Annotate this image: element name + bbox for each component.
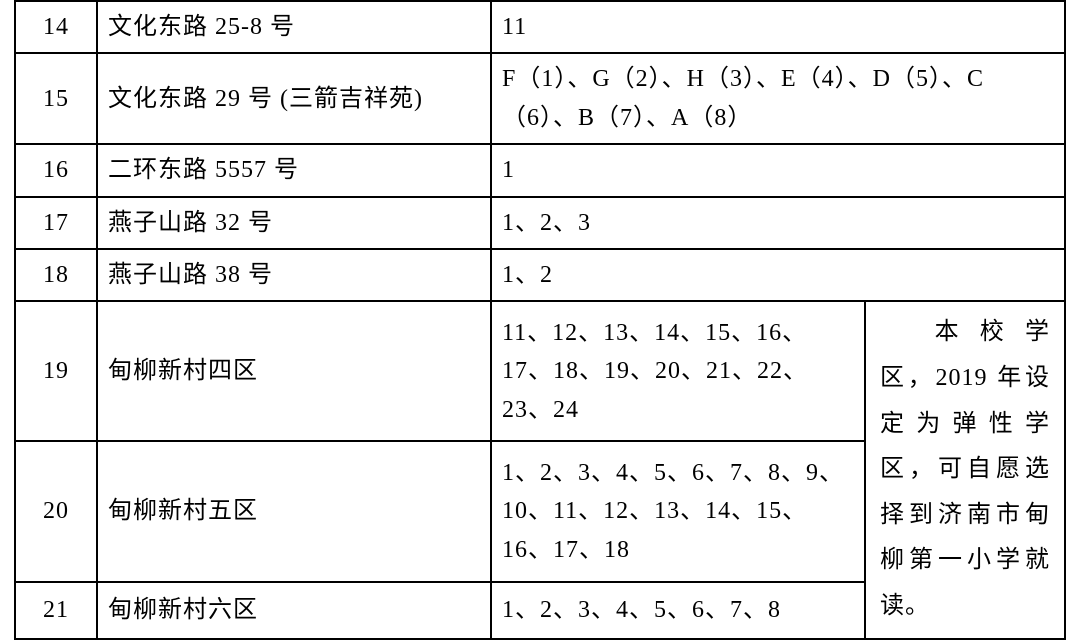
note-text: 本 校 学区，2019 年设定为弹性学区，可自愿选择到济南市甸柳第一小学就读。 bbox=[880, 319, 1050, 619]
row-number: 14 bbox=[15, 1, 97, 53]
table-body: 14 文化东路 25-8 号 11 15 文化东路 29 号 (三箭吉祥苑) F… bbox=[15, 1, 1065, 639]
row-units: 1、2、3、4、5、6、7、8、9、10、11、12、13、14、15、16、1… bbox=[491, 441, 865, 581]
row-address: 文化东路 25-8 号 bbox=[97, 1, 491, 53]
note-cell: 本 校 学区，2019 年设定为弹性学区，可自愿选择到济南市甸柳第一小学就读。 bbox=[865, 301, 1065, 638]
row-number: 16 bbox=[15, 144, 97, 196]
table-row: 17 燕子山路 32 号 1、2、3 bbox=[15, 197, 1065, 249]
row-number: 18 bbox=[15, 249, 97, 301]
row-number: 20 bbox=[15, 441, 97, 581]
row-number: 19 bbox=[15, 301, 97, 441]
row-units: 1 bbox=[491, 144, 1065, 196]
row-units: 11、12、13、14、15、16、17、18、19、20、21、22、23、2… bbox=[491, 301, 865, 441]
row-address: 二环东路 5557 号 bbox=[97, 144, 491, 196]
table-row: 14 文化东路 25-8 号 11 bbox=[15, 1, 1065, 53]
page: 14 文化东路 25-8 号 11 15 文化东路 29 号 (三箭吉祥苑) F… bbox=[0, 0, 1080, 598]
row-units: 1、2 bbox=[491, 249, 1065, 301]
row-address: 文化东路 29 号 (三箭吉祥苑) bbox=[97, 53, 491, 144]
row-number: 15 bbox=[15, 53, 97, 144]
row-address: 甸柳新村六区 bbox=[97, 582, 491, 639]
row-address: 燕子山路 38 号 bbox=[97, 249, 491, 301]
row-units: F（1）、G（2）、H（3）、E（4）、D（5）、C（6）、B（7）、A（8） bbox=[491, 53, 1065, 144]
table-row: 19 甸柳新村四区 11、12、13、14、15、16、17、18、19、20、… bbox=[15, 301, 1065, 441]
row-number: 21 bbox=[15, 582, 97, 639]
table-row: 18 燕子山路 38 号 1、2 bbox=[15, 249, 1065, 301]
row-units: 1、2、3 bbox=[491, 197, 1065, 249]
row-address: 甸柳新村五区 bbox=[97, 441, 491, 581]
row-address: 甸柳新村四区 bbox=[97, 301, 491, 441]
table-row: 15 文化东路 29 号 (三箭吉祥苑) F（1）、G（2）、H（3）、E（4）… bbox=[15, 53, 1065, 144]
row-units: 1、2、3、4、5、6、7、8 bbox=[491, 582, 865, 639]
row-address: 燕子山路 32 号 bbox=[97, 197, 491, 249]
table-row: 16 二环东路 5557 号 1 bbox=[15, 144, 1065, 196]
row-units: 11 bbox=[491, 1, 1065, 53]
address-table: 14 文化东路 25-8 号 11 15 文化东路 29 号 (三箭吉祥苑) F… bbox=[14, 0, 1066, 640]
row-number: 17 bbox=[15, 197, 97, 249]
